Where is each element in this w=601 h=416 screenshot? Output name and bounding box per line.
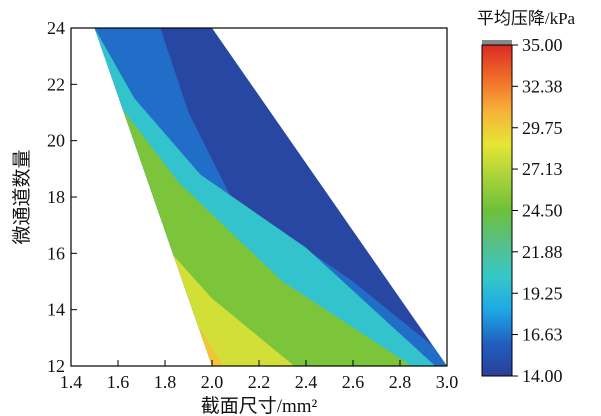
y-tick-label: 22 — [47, 74, 65, 94]
x-axis-label: 截面尺寸/mm² — [201, 395, 318, 416]
x-axis: 1.4 1.6 1.8 2.0 2.2 2.4 2.6 2.8 3.0 — [60, 360, 459, 392]
x-tick-label: 2.8 — [389, 372, 412, 392]
x-tick-label: 1.8 — [154, 372, 177, 392]
y-axis: 12 14 16 18 20 22 24 — [47, 18, 77, 376]
y-axis-label: 微通道数量 — [11, 149, 33, 244]
contour-fill — [94, 28, 447, 366]
colorbar-tick-label: 19.25 — [522, 283, 563, 303]
x-tick-label: 2.6 — [342, 372, 365, 392]
x-tick-label: 2.0 — [201, 372, 224, 392]
y-tick-label: 20 — [47, 131, 65, 151]
colorbar: 平均压降/kPa 35.00 32.38 29.75 27.13 24.50 21.88 1… — [477, 9, 576, 386]
x-tick-label: 1.4 — [60, 372, 83, 392]
colorbar-tick-label: 32.38 — [522, 76, 563, 96]
x-tick-label: 2.4 — [295, 372, 318, 392]
colorbar-tick-label: 29.75 — [522, 118, 563, 138]
colorbar-tick-label: 16.63 — [522, 325, 563, 345]
plot-area — [94, 28, 447, 366]
colorbar-tick-label: 14.00 — [522, 366, 563, 386]
y-tick-label: 18 — [47, 187, 65, 207]
colorbar-tick-label: 27.13 — [522, 159, 563, 179]
colorbar-ticks: 35.00 32.38 29.75 27.13 24.50 21.88 19.25 16.63… — [512, 35, 563, 386]
x-tick-label: 2.2 — [248, 372, 271, 392]
y-tick-label: 16 — [47, 243, 65, 263]
y-tick-label: 12 — [47, 356, 65, 376]
colorbar-tick-label: 21.88 — [522, 242, 563, 262]
y-tick-label: 14 — [47, 300, 65, 320]
y-tick-label: 24 — [47, 18, 65, 38]
x-tick-label: 1.6 — [107, 372, 130, 392]
x-tick-label: 3.0 — [436, 372, 459, 392]
colorbar-title: 平均压降/kPa — [477, 9, 576, 28]
colorbar-cap — [482, 40, 512, 45]
colorbar-tick-label: 24.50 — [522, 201, 563, 221]
colorbar-scale — [481, 44, 513, 377]
colorbar-tick-label: 35.00 — [522, 35, 563, 55]
